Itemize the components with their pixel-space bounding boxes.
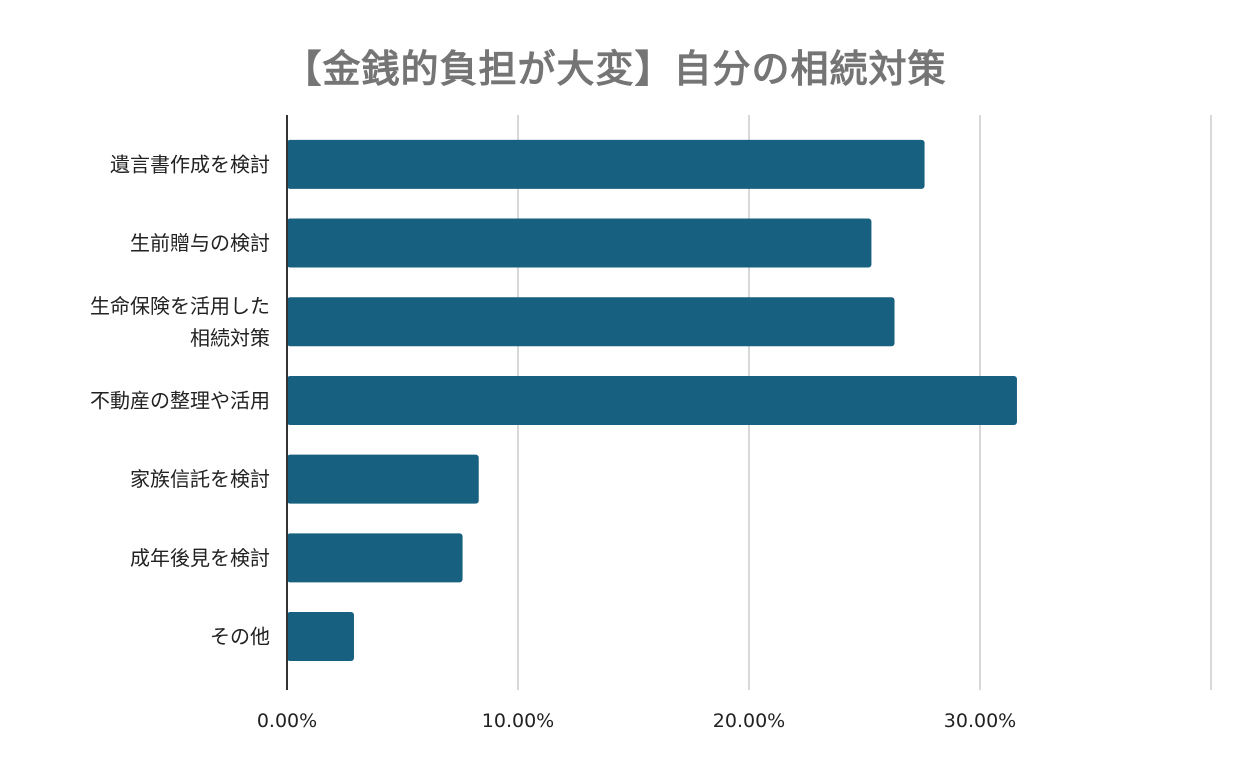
bar — [287, 218, 872, 268]
x-tick-label: 20.00% — [713, 710, 785, 732]
x-tick-labels: 0.00% 10.00% 20.00% 30.00% — [257, 710, 1016, 732]
category-label: 成年後見を検討 — [130, 546, 270, 570]
x-tick-label: 0.00% — [257, 710, 317, 732]
category-label: 家族信託を検討 — [130, 467, 270, 491]
category-label: 生命保険を活用した相続対策 — [90, 294, 270, 350]
bar — [287, 533, 463, 583]
category-label: 遺言書作成を検討 — [110, 152, 270, 176]
bar — [287, 139, 925, 189]
x-tick-label: 30.00% — [944, 710, 1016, 732]
bar — [287, 297, 895, 347]
category-label: 不動産の整理や活用 — [90, 388, 270, 412]
category-label: その他 — [210, 625, 270, 649]
chart-title: 【金銭的負担が大変】自分の相続対策 — [283, 47, 947, 91]
x-tick-label: 10.00% — [482, 710, 554, 732]
bar — [287, 454, 479, 504]
bar — [287, 612, 354, 662]
category-label: 生前贈与の検討 — [130, 231, 270, 255]
bar — [287, 375, 1017, 425]
bars — [287, 139, 1017, 662]
category-labels: 遺言書作成を検討生前贈与の検討生命保険を活用した相続対策不動産の整理や活用家族信… — [90, 152, 270, 648]
